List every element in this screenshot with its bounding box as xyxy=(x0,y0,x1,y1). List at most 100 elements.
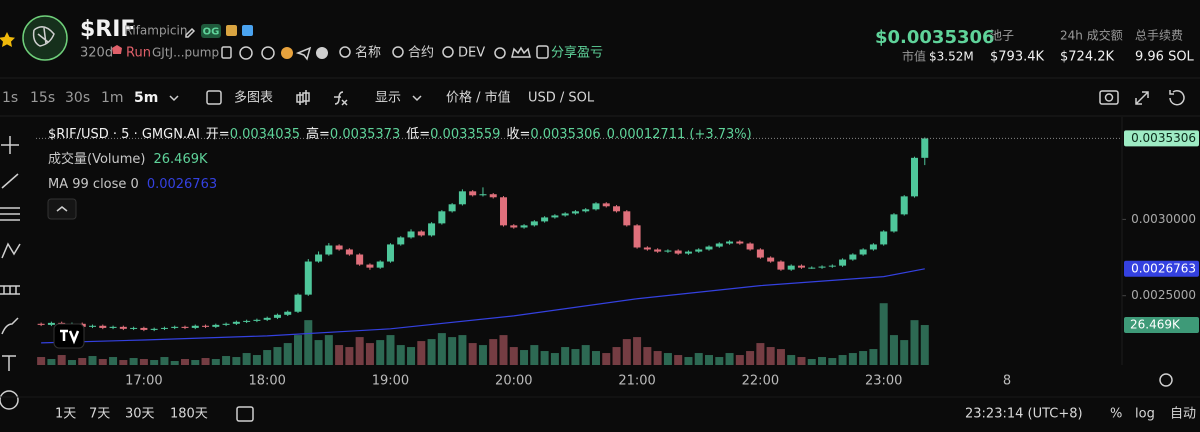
stat-value: $793.4K xyxy=(990,50,1044,65)
candle-type-icon[interactable] xyxy=(296,90,310,105)
volume-bar xyxy=(427,339,436,365)
volume-bar xyxy=(725,353,734,365)
volume-bar xyxy=(581,345,590,365)
search-dev[interactable]: DEV xyxy=(458,46,485,61)
trendline-tool[interactable] xyxy=(1,173,19,189)
ma-value: 0.0026763 xyxy=(147,177,217,192)
search-icon[interactable] xyxy=(392,46,404,58)
mcap-label: 市值 xyxy=(902,49,926,64)
candle-body xyxy=(119,326,127,329)
interval[interactable]: 1s xyxy=(2,90,18,106)
tv-logo[interactable] xyxy=(53,323,85,349)
multi-chart[interactable]: 多图表 xyxy=(234,90,273,106)
candle-body xyxy=(510,225,518,228)
range-button[interactable]: 180天 xyxy=(170,407,208,422)
candle-body xyxy=(561,213,569,216)
settings-icon[interactable] xyxy=(1159,373,1173,387)
chevron[interactable] xyxy=(169,95,179,102)
x-tick-label: 21:00 xyxy=(618,374,655,389)
scale-option[interactable]: 自动 xyxy=(1170,407,1196,422)
fullscreen-icon[interactable] xyxy=(1135,91,1149,105)
search-icon[interactable] xyxy=(442,46,454,58)
volume-bar xyxy=(653,351,662,365)
share-pnl[interactable]: 分享盈亏 xyxy=(551,45,603,61)
chevron[interactable] xyxy=(412,95,422,102)
volume-bar xyxy=(180,359,189,365)
low-value: 0.0033559 xyxy=(430,127,500,142)
clock: 23:23:14 (UTC+8) xyxy=(965,407,1083,422)
high-label: 高= xyxy=(306,126,330,142)
fib-tool[interactable] xyxy=(0,207,20,221)
currency-toggle[interactable]: USD / SOL xyxy=(528,91,595,106)
stat-label: 总手续费 xyxy=(1135,29,1183,43)
interval[interactable]: 1m xyxy=(101,90,124,106)
telegram-icon[interactable] xyxy=(295,46,312,61)
volume-bar xyxy=(191,360,200,365)
volume-tag xyxy=(1124,317,1199,334)
search-icon[interactable] xyxy=(339,46,351,58)
volume-bar xyxy=(920,325,929,365)
user-icon[interactable] xyxy=(261,46,275,60)
candle-body xyxy=(191,325,199,328)
calendar-icon[interactable] xyxy=(236,406,254,422)
interval[interactable]: 30s xyxy=(65,90,90,106)
collapse-button[interactable] xyxy=(47,198,77,220)
scale-option[interactable]: % xyxy=(1110,407,1122,422)
candle-body xyxy=(376,261,384,268)
search-contract[interactable]: 合约 xyxy=(408,46,434,61)
volume-bar xyxy=(787,355,796,365)
candle-body xyxy=(160,327,168,329)
stat-label: 24h 成交额 xyxy=(1060,28,1123,43)
menu-icon[interactable] xyxy=(316,47,328,59)
candle-body xyxy=(304,261,312,295)
stats: 池子 $793.4K 24h 成交额 $724.2K 总手续费 9.96 SOL xyxy=(990,28,1195,65)
emoji-tool[interactable] xyxy=(0,390,19,410)
text-tool[interactable] xyxy=(2,355,16,371)
display[interactable]: 显示 xyxy=(375,91,401,106)
volume-bar xyxy=(211,359,220,365)
pattern-tool[interactable] xyxy=(1,242,21,259)
volume-bar xyxy=(540,351,549,365)
volume-bar xyxy=(324,335,333,365)
volume-bar xyxy=(818,357,827,365)
candle-body xyxy=(273,314,281,318)
volume-bar xyxy=(139,359,148,365)
brush-tool[interactable] xyxy=(1,317,19,335)
price-toggle[interactable]: 价格 / 市值 xyxy=(446,90,511,106)
copy-icon[interactable] xyxy=(221,46,232,59)
indicator-icon[interactable] xyxy=(334,91,348,106)
volume-bar xyxy=(376,340,385,365)
interval[interactable]: 15s xyxy=(30,90,55,106)
share-icon[interactable] xyxy=(494,47,506,59)
volume-bar xyxy=(119,360,128,365)
share-pnl-icon[interactable] xyxy=(536,45,549,59)
search-name[interactable]: 名称 xyxy=(355,45,381,61)
warning-icon[interactable] xyxy=(281,47,293,59)
crown-icon[interactable] xyxy=(511,46,531,58)
volume-bar xyxy=(530,345,539,365)
screenshot-icon[interactable] xyxy=(1099,90,1119,105)
ma-tag-label: 0.0026763 xyxy=(1131,261,1196,275)
edit-icon[interactable] xyxy=(185,27,196,38)
crosshair-tool[interactable] xyxy=(1,136,19,154)
interval[interactable]: 5m xyxy=(134,90,158,106)
add-chart-icon[interactable] xyxy=(206,90,222,105)
undo-icon[interactable] xyxy=(1169,90,1185,106)
candle-body xyxy=(520,225,528,228)
volume-bar xyxy=(448,337,457,365)
web-icon[interactable] xyxy=(239,46,253,60)
contract-address[interactable]: GJtJ...pump xyxy=(152,46,219,60)
volume-bar xyxy=(838,355,847,365)
volume-bar xyxy=(859,351,868,365)
candle-body xyxy=(674,250,682,254)
ma-legend: MA 99 close 0 0.0026763 xyxy=(48,177,217,192)
measure-tool[interactable] xyxy=(0,285,20,295)
range-button[interactable]: 30天 xyxy=(125,407,155,422)
candle-body xyxy=(767,257,775,262)
favorite-star[interactable] xyxy=(0,32,15,47)
volume-bar xyxy=(807,359,816,365)
range-button[interactable]: 7天 xyxy=(89,407,110,422)
range-button[interactable]: 1天 xyxy=(55,407,76,422)
scale-option[interactable]: log xyxy=(1135,407,1155,422)
